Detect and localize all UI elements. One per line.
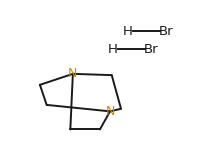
Text: H: H (108, 43, 118, 56)
Text: N: N (68, 67, 78, 80)
Text: N: N (105, 105, 115, 118)
Text: Br: Br (143, 43, 158, 56)
Text: Br: Br (158, 25, 173, 38)
Text: H: H (123, 25, 133, 38)
